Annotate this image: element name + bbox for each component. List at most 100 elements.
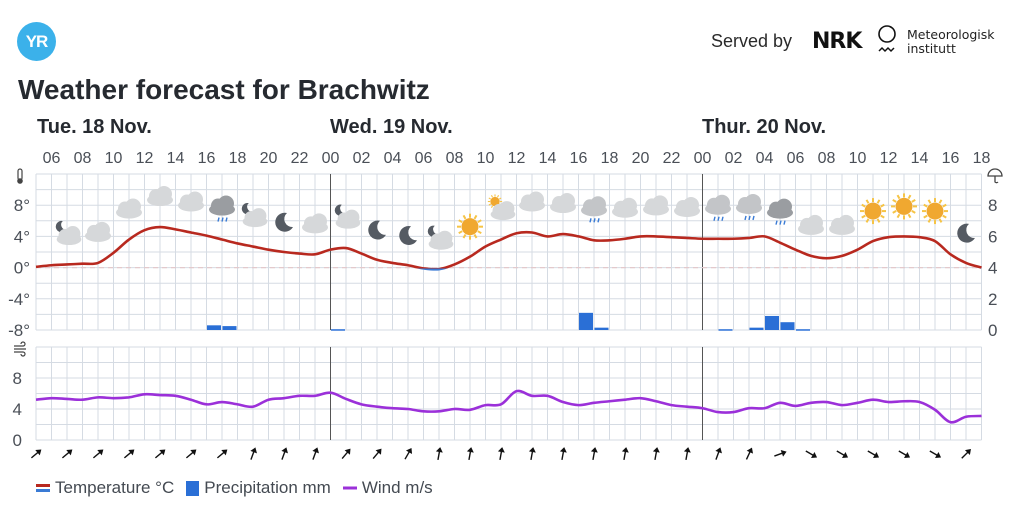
wind-arrow-head (841, 451, 849, 459)
wind-direction-arrow-icon (805, 450, 818, 459)
hour-tick-label: 20 (632, 150, 650, 167)
cloud-shape (335, 209, 361, 229)
wind-direction-arrow-icon (123, 449, 135, 459)
sun-disc (490, 196, 500, 207)
precipitation-bar (579, 312, 593, 330)
wind-direction-arrow-icon (528, 447, 536, 461)
cloud-part (218, 195, 234, 212)
cloud-shape (643, 195, 669, 216)
partly-cloudy-night-weather-icon (427, 225, 454, 250)
hour-tick-label: 18 (229, 150, 247, 167)
precipitation-legend-icon (186, 480, 200, 496)
cloud-shape (302, 213, 328, 234)
hour-tick-label: 06 (43, 150, 61, 167)
hour-tick-label: 04 (756, 150, 774, 167)
cloud-part (156, 186, 172, 203)
precipitation-axis-label: 6 (988, 227, 997, 246)
wind-direction-arrow-icon (372, 448, 382, 460)
clear-night-weather-icon (275, 212, 293, 232)
cloud-part (559, 193, 575, 210)
precipitation-bar (780, 322, 795, 330)
sun-ray (923, 214, 928, 219)
cloud-shape (85, 221, 111, 242)
wind-arrow-head (780, 450, 787, 457)
cloud-shape (550, 193, 576, 214)
precipitation-bar (765, 315, 779, 330)
yr-logo[interactable]: YR (17, 22, 56, 61)
hour-tick-label: 22 (291, 150, 309, 167)
sun-ray (473, 214, 478, 220)
moon-shape (399, 225, 417, 245)
wind-direction-arrow-icon (185, 449, 197, 459)
sun-ray (907, 194, 912, 200)
sun-shape (891, 193, 917, 220)
sun-ray (927, 218, 932, 223)
wind-direction-arrow-icon (216, 449, 228, 459)
cloud-shape (519, 191, 545, 212)
sun-ray (876, 199, 881, 204)
sun-ray (473, 233, 478, 239)
legend-temperature[interactable]: Temperature °C (36, 478, 174, 498)
cloud-part (652, 195, 668, 212)
sun-ray (861, 203, 866, 208)
rain-drop (717, 216, 720, 221)
wind-direction-arrow-icon (250, 447, 257, 460)
rain-drop (217, 217, 220, 222)
clear-night-weather-icon (399, 225, 417, 245)
cloud-part (745, 193, 761, 210)
wind-arrow-head (221, 449, 228, 456)
legend-wind[interactable]: Wind m/s (342, 478, 433, 498)
wind-arrow-head (621, 447, 629, 453)
hour-tick-label: 16 (570, 150, 588, 167)
cloud-part (94, 221, 110, 238)
wind-arrow-head (344, 448, 351, 455)
wind-direction-arrow-icon (590, 447, 598, 461)
cloud-shape (428, 230, 454, 250)
hour-tick-label: 06 (787, 150, 805, 167)
page-title: Weather forecast for Brachwitz (18, 74, 430, 105)
cloud-shape (581, 196, 607, 217)
sun-ray (462, 233, 467, 239)
wind-direction-arrow-icon (341, 448, 351, 460)
cloud-shape (705, 194, 731, 215)
light-rain-weather-icon (581, 196, 607, 223)
day-label-tue: Tue. 18 Nov. (37, 116, 152, 138)
sun-weather-icon (891, 193, 917, 220)
wind-arrow-head (746, 447, 754, 454)
cloudy-weather-icon (519, 191, 545, 212)
sun-weather-icon (922, 198, 948, 225)
legend-precipitation[interactable]: Precipitation mm (186, 478, 331, 498)
sun-ray (462, 214, 467, 220)
wind-direction-arrow-icon (867, 450, 880, 459)
wind-arrow-head (810, 451, 818, 459)
cloud-shape (829, 214, 855, 235)
wind-arrow-head (934, 451, 942, 459)
sun-ray (490, 205, 494, 208)
cloud-part (776, 198, 792, 215)
sun-shape (860, 198, 886, 225)
rain-drop (593, 218, 596, 223)
sun-weather-icon (457, 213, 483, 240)
rain-drop (752, 215, 755, 221)
hour-tick-label: 08 (74, 150, 92, 167)
hour-tick-label: 22 (663, 150, 681, 167)
wind-direction-arrow-icon (497, 447, 505, 461)
hour-tick-label: 04 (384, 150, 402, 167)
day-label-thu: Thur. 20 Nov. (702, 116, 827, 138)
sun-ray (892, 199, 897, 203)
wind-direction-arrow-icon (281, 447, 288, 460)
wind-direction-arrow-icon (929, 450, 942, 459)
cloud-part (437, 230, 453, 246)
legend-wind-label: Wind m/s (361, 478, 433, 497)
sun-ray (880, 214, 885, 219)
cloud-shape (147, 186, 173, 207)
temperature-axis-label: 8° (14, 196, 30, 215)
wind-arrow-head (964, 449, 971, 456)
wind-arrow-head (559, 447, 567, 453)
wind-direction-arrow-icon (715, 447, 722, 460)
precipitation-bar (207, 325, 221, 330)
rain-drop (748, 215, 751, 221)
sun-ray (876, 218, 881, 223)
met-logo-line2: institutt (907, 41, 956, 56)
hour-tick-label: 16 (942, 150, 960, 167)
